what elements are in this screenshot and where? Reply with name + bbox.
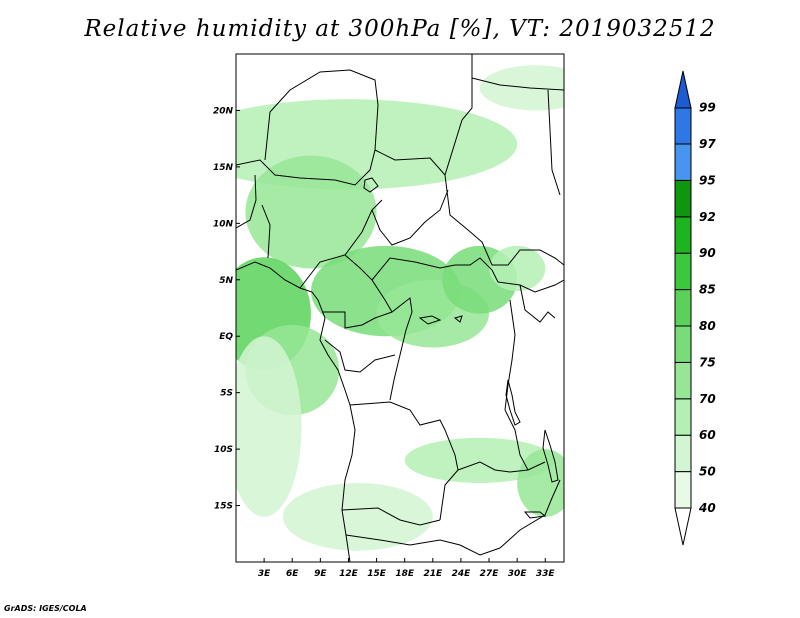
border-segment: [439, 469, 459, 521]
border-segment: [504, 299, 516, 411]
colorbar-segment: [674, 252, 692, 291]
humidity-region: [517, 449, 564, 517]
border-segment: [547, 89, 561, 196]
humidity-region: [245, 155, 377, 269]
lake-outline: [523, 511, 547, 519]
colorbar-label: 70: [699, 392, 716, 406]
border-segment: [299, 199, 383, 289]
lake-outline: [505, 379, 521, 426]
colorbar-label: 92: [699, 210, 716, 224]
humidity-region: [236, 336, 302, 517]
country-borders: [236, 54, 564, 562]
colorbar-segment: [674, 107, 692, 145]
colorbar-upper-extend: [674, 70, 692, 109]
longitude-label: 30E: [508, 569, 528, 579]
colorbar-label: 40: [698, 501, 716, 515]
colorbar-label: 85: [699, 283, 716, 297]
border-segment: [236, 174, 257, 229]
lake-outline: [453, 315, 463, 323]
plot-frame: [235, 53, 565, 563]
border-segment: [504, 409, 529, 471]
border-segment: [519, 284, 556, 323]
humidity-region: [489, 245, 546, 292]
colorbar-segment: [674, 289, 692, 327]
latitude-label: 5N: [219, 276, 233, 286]
border-segment: [345, 534, 501, 556]
colorbar-label: 80: [699, 319, 716, 333]
colorbar-label: 99: [699, 101, 716, 115]
colorbar-segment: [674, 398, 692, 436]
longitude-label: 9E: [314, 569, 327, 579]
colorbar-segment: [674, 471, 692, 509]
border-segment: [324, 339, 396, 373]
border-segment: [341, 507, 441, 526]
credit-label: GrADS: IGES/COLA: [4, 604, 87, 613]
longitude-label: 18E: [395, 569, 415, 579]
longitude-label: 27E: [480, 569, 500, 579]
border-segment: [371, 189, 449, 246]
latitude-label: 5S: [220, 389, 233, 399]
border-segment: [371, 257, 499, 283]
colorbar-label: 97: [699, 137, 716, 151]
colorbar-segment: [674, 216, 692, 254]
longitude-label: 33E: [536, 569, 556, 579]
border-segment: [349, 401, 459, 471]
colorbar-segment: [674, 179, 692, 218]
colorbar: 40 50 60 70 75 80 85 90 92 95 97 99: [674, 70, 716, 546]
longitude-label: 6E: [286, 569, 299, 579]
latitude-labels: 20N 15N 10N 5N EQ 5S 10S 15S: [213, 106, 240, 512]
humidity-region: [282, 482, 433, 551]
colorbar-segment: [674, 361, 692, 400]
colorbar-label: 60: [699, 428, 716, 442]
colorbar-segment: [674, 325, 692, 363]
longitude-label: 15E: [367, 569, 387, 579]
colorbar-lower-extend: [674, 507, 692, 546]
border-segment: [322, 297, 413, 401]
coastline: [236, 261, 356, 562]
border-segment: [497, 279, 564, 293]
colorbar-label: 95: [699, 173, 716, 187]
lake-outline: [418, 315, 442, 325]
lake-outline: [542, 429, 559, 483]
border-segment: [444, 174, 564, 266]
longitude-label: 21E: [423, 569, 443, 579]
latitude-label: EQ: [219, 332, 233, 342]
latitude-label: 15N: [213, 163, 234, 173]
latitude-label: 10N: [213, 219, 234, 229]
colorbar-label: 50: [699, 465, 716, 479]
border-segment: [457, 461, 546, 473]
latitude-label: 10S: [214, 445, 233, 455]
lake-outline: [363, 177, 379, 193]
longitude-label: 3E: [258, 569, 271, 579]
humidity-field: [236, 65, 564, 551]
longitude-label: 24E: [452, 569, 472, 579]
latitude-label: 20N: [213, 106, 234, 116]
colorbar-label: 90: [699, 246, 716, 260]
map-title: Relative humidity at 300hPa [%], VT: 201…: [84, 16, 716, 42]
latitude-label: 15S: [214, 502, 233, 512]
colorbar-label: 75: [699, 355, 716, 369]
border-segment: [499, 479, 561, 549]
humidity-region: [479, 65, 564, 111]
colorbar-segment: [674, 434, 692, 473]
longitude-label: 12E: [339, 569, 359, 579]
border-segment: [261, 204, 271, 259]
colorbar-segment: [674, 143, 692, 181]
longitude-labels: 3E 6E 9E 12E 15E 18E 21E 24E 27E 30E 33E: [258, 558, 556, 579]
border-segment: [471, 77, 564, 91]
